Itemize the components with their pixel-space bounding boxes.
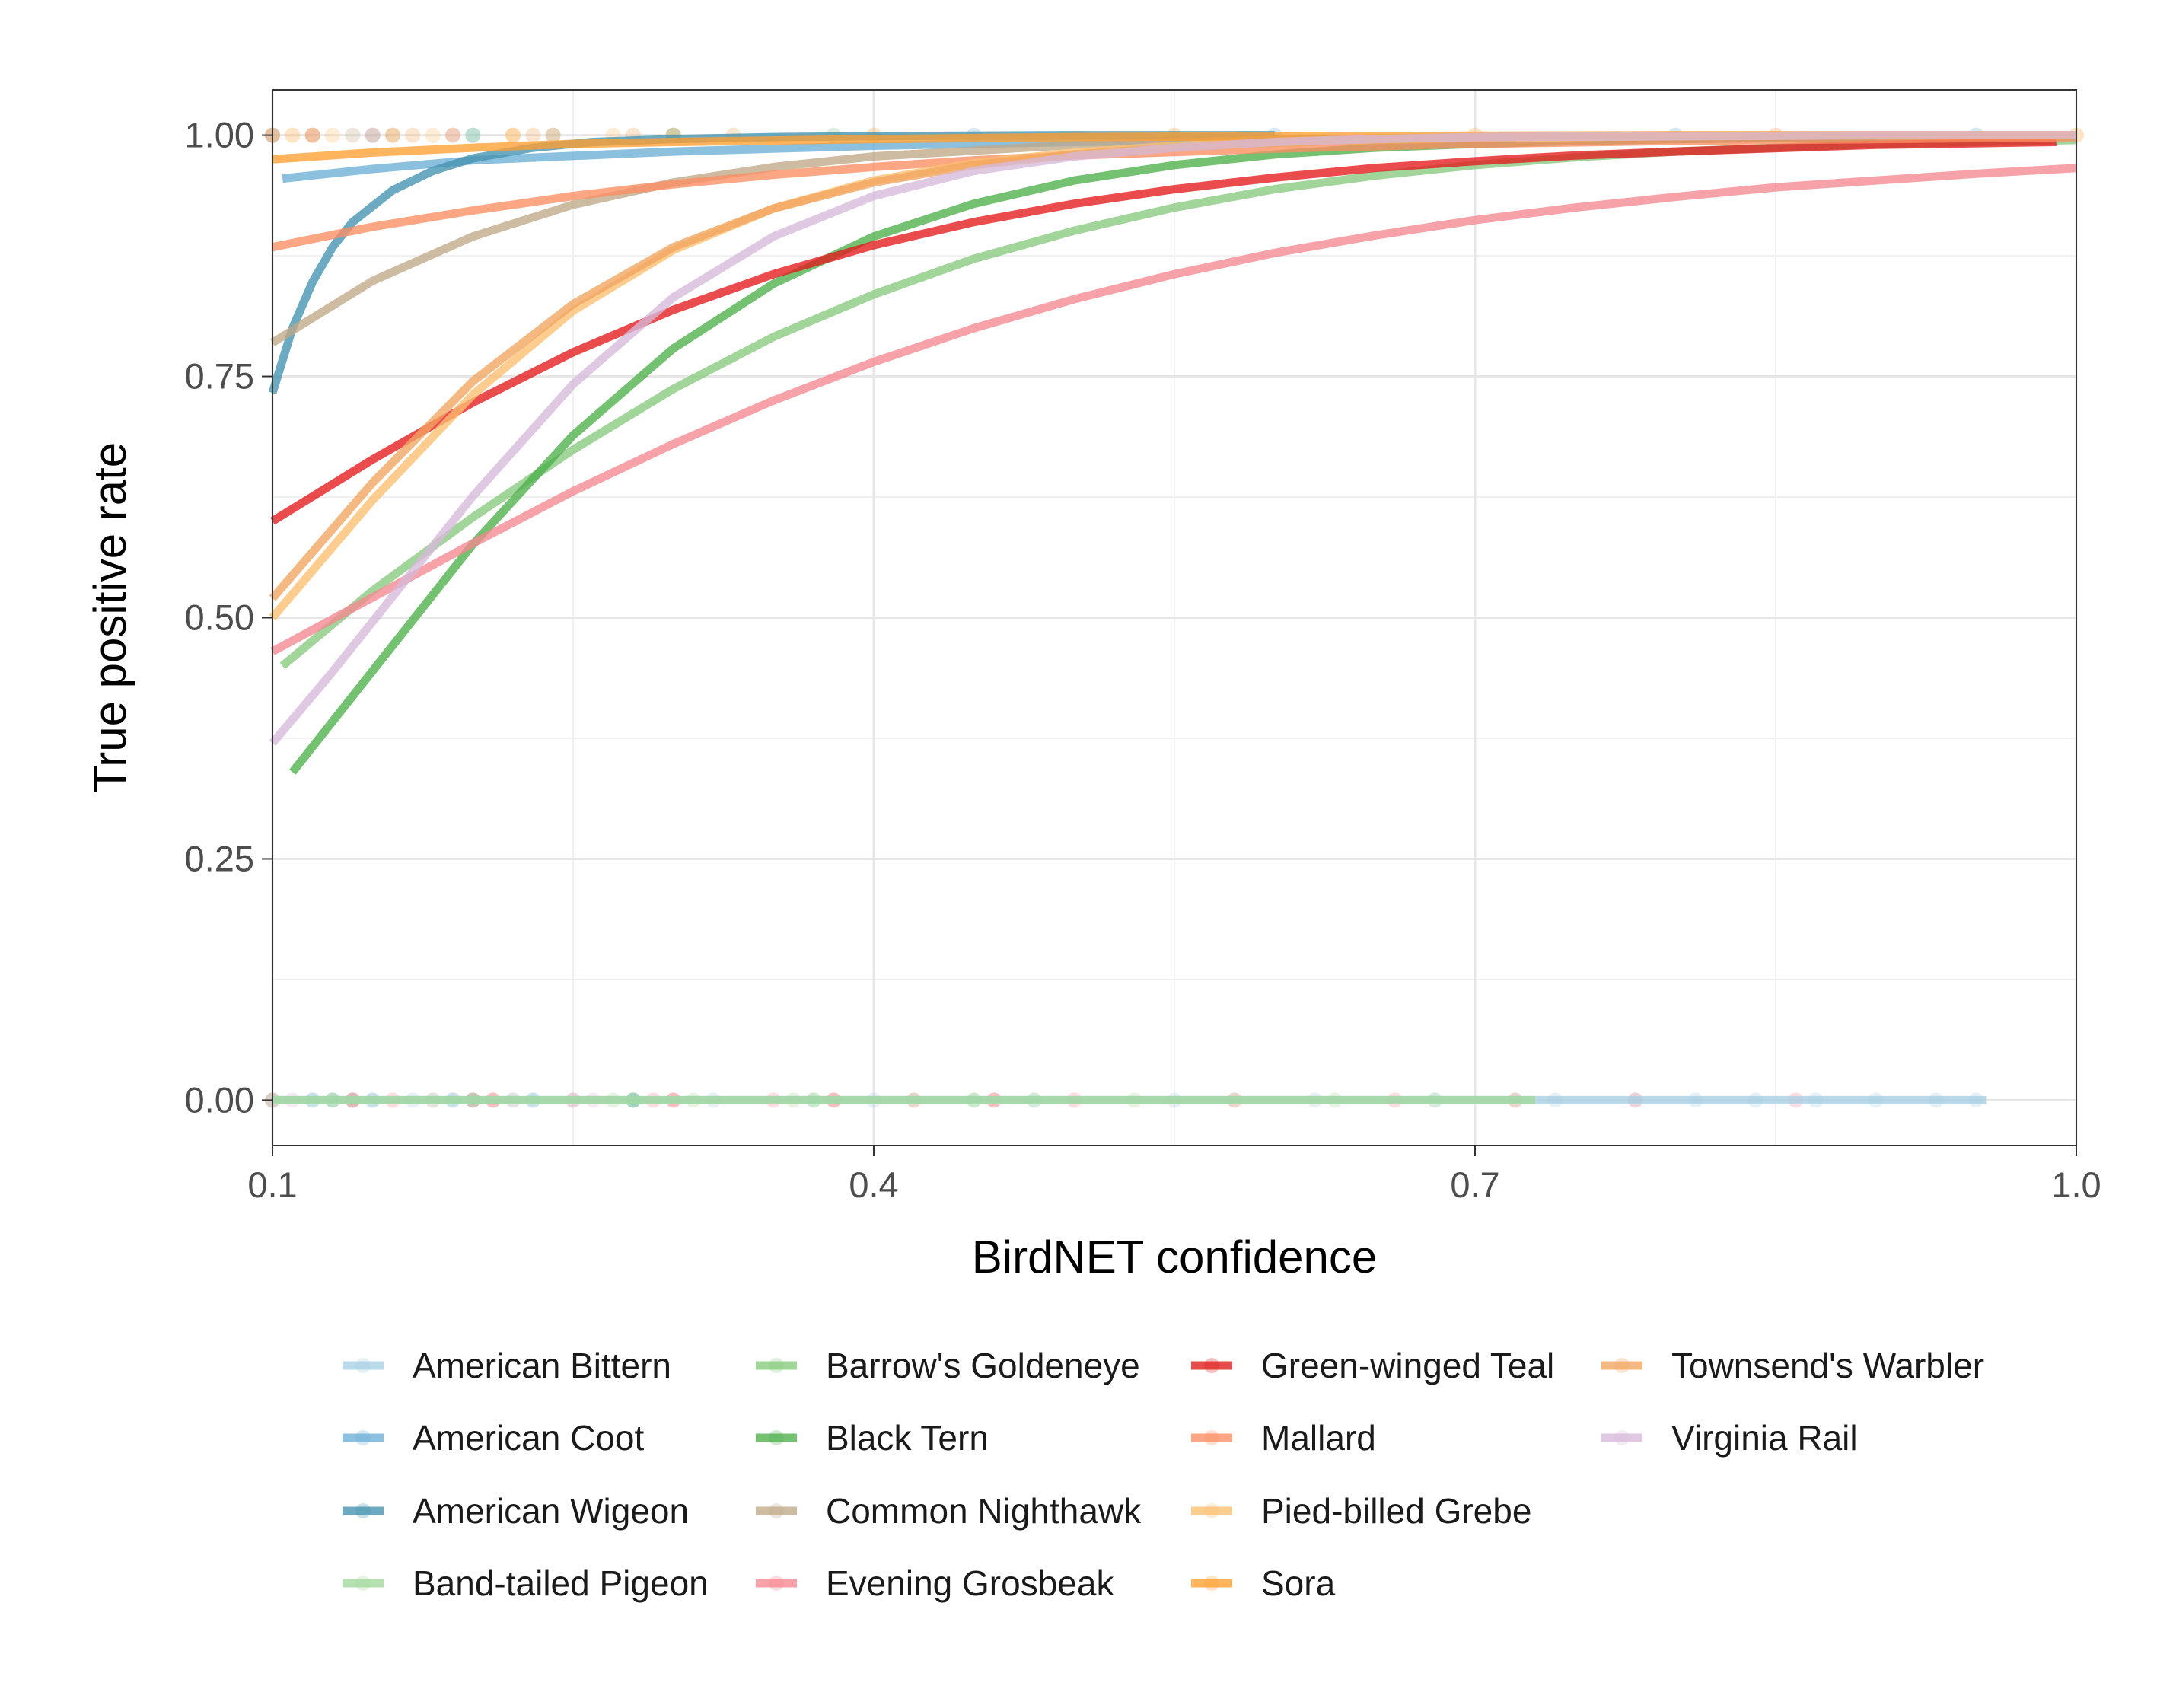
legend-item: American Wigeon (343, 1491, 689, 1531)
data-point (325, 127, 340, 143)
data-point (445, 127, 460, 143)
legend-item: Mallard (1191, 1418, 1376, 1458)
data-point (405, 127, 421, 143)
legend-item: American Coot (343, 1418, 644, 1458)
legend-label: Mallard (1261, 1418, 1376, 1458)
legend-label: Green-winged Teal (1261, 1346, 1554, 1385)
legend-item: Black Tern (756, 1418, 989, 1458)
series-line-evening-grosbeak (270, 164, 2077, 655)
legend-item: Band-tailed Pigeon (343, 1563, 709, 1603)
y-tick-label: 0.50 (185, 597, 254, 638)
legend-label: Black Tern (826, 1418, 989, 1458)
data-point (365, 127, 381, 143)
legend-label: Common Nighthawk (826, 1491, 1142, 1531)
legend-label: Sora (1261, 1563, 1336, 1603)
lines-layer (268, 131, 2077, 1104)
data-point (545, 127, 561, 143)
data-point (304, 127, 320, 143)
legend-item: Evening Grosbeak (756, 1563, 1114, 1603)
data-point (304, 127, 320, 143)
legend-label: Townsend's Warbler (1671, 1346, 1984, 1385)
legend-label: American Bittern (413, 1346, 671, 1385)
data-point (465, 127, 481, 143)
data-point (525, 127, 541, 143)
legend-label: Barrow's Goldeneye (826, 1346, 1140, 1385)
data-point (545, 127, 561, 143)
x-tick-label: 0.4 (849, 1165, 898, 1205)
legend-label: Evening Grosbeak (826, 1563, 1114, 1603)
legend-item: Sora (1191, 1563, 1336, 1603)
legend-item: Barrow's Goldeneye (756, 1346, 1140, 1385)
y-tick-label: 0.25 (185, 838, 254, 878)
data-point (505, 127, 521, 143)
y-tick-label: 0.75 (185, 356, 254, 397)
series-line-green-winged-teal (270, 138, 2057, 525)
legend: American Bittern American Coot American Wi… (343, 1346, 1984, 1603)
data-point (505, 127, 521, 143)
series-line-virginia-rail (269, 131, 2076, 746)
axis-layer: 0.1 0.4 0.7 1.0 0.00 0.25 0.50 0.75 1.00 (185, 115, 2101, 1205)
legend-label: American Coot (413, 1418, 644, 1458)
x-tick-label: 1.0 (2051, 1165, 2101, 1205)
series-line-mallard (271, 132, 2077, 252)
data-point (365, 127, 381, 143)
legend-label: American Wigeon (413, 1491, 689, 1531)
data-point (285, 127, 301, 143)
legend-item: Pied-billed Grebe (1191, 1491, 1531, 1531)
x-tick-label: 0.7 (1450, 1165, 1499, 1205)
y-tick-label: 0.00 (185, 1079, 254, 1120)
x-tick-label: 0.1 (247, 1165, 297, 1205)
data-point (445, 127, 460, 143)
y-tick-label: 1.00 (185, 115, 254, 155)
legend-item: Common Nighthawk (756, 1491, 1142, 1531)
data-point (304, 127, 320, 143)
data-point (345, 127, 361, 143)
legend-label: Band-tailed Pigeon (413, 1563, 709, 1603)
legend-item: American Bittern (343, 1346, 671, 1385)
x-axis-title: BirdNET confidence (972, 1232, 1378, 1283)
legend-label: Pied-billed Grebe (1261, 1491, 1531, 1531)
legend-label: Virginia Rail (1671, 1418, 1858, 1458)
legend-item: Townsend's Warbler (1601, 1346, 1984, 1385)
data-point (425, 127, 441, 143)
data-point (385, 127, 400, 143)
legend-item: Virginia Rail (1601, 1418, 1858, 1458)
data-point (465, 127, 481, 143)
y-axis-title: True positive rate (84, 442, 135, 793)
legend-item: Green-winged Teal (1191, 1346, 1554, 1385)
data-point (385, 127, 400, 143)
